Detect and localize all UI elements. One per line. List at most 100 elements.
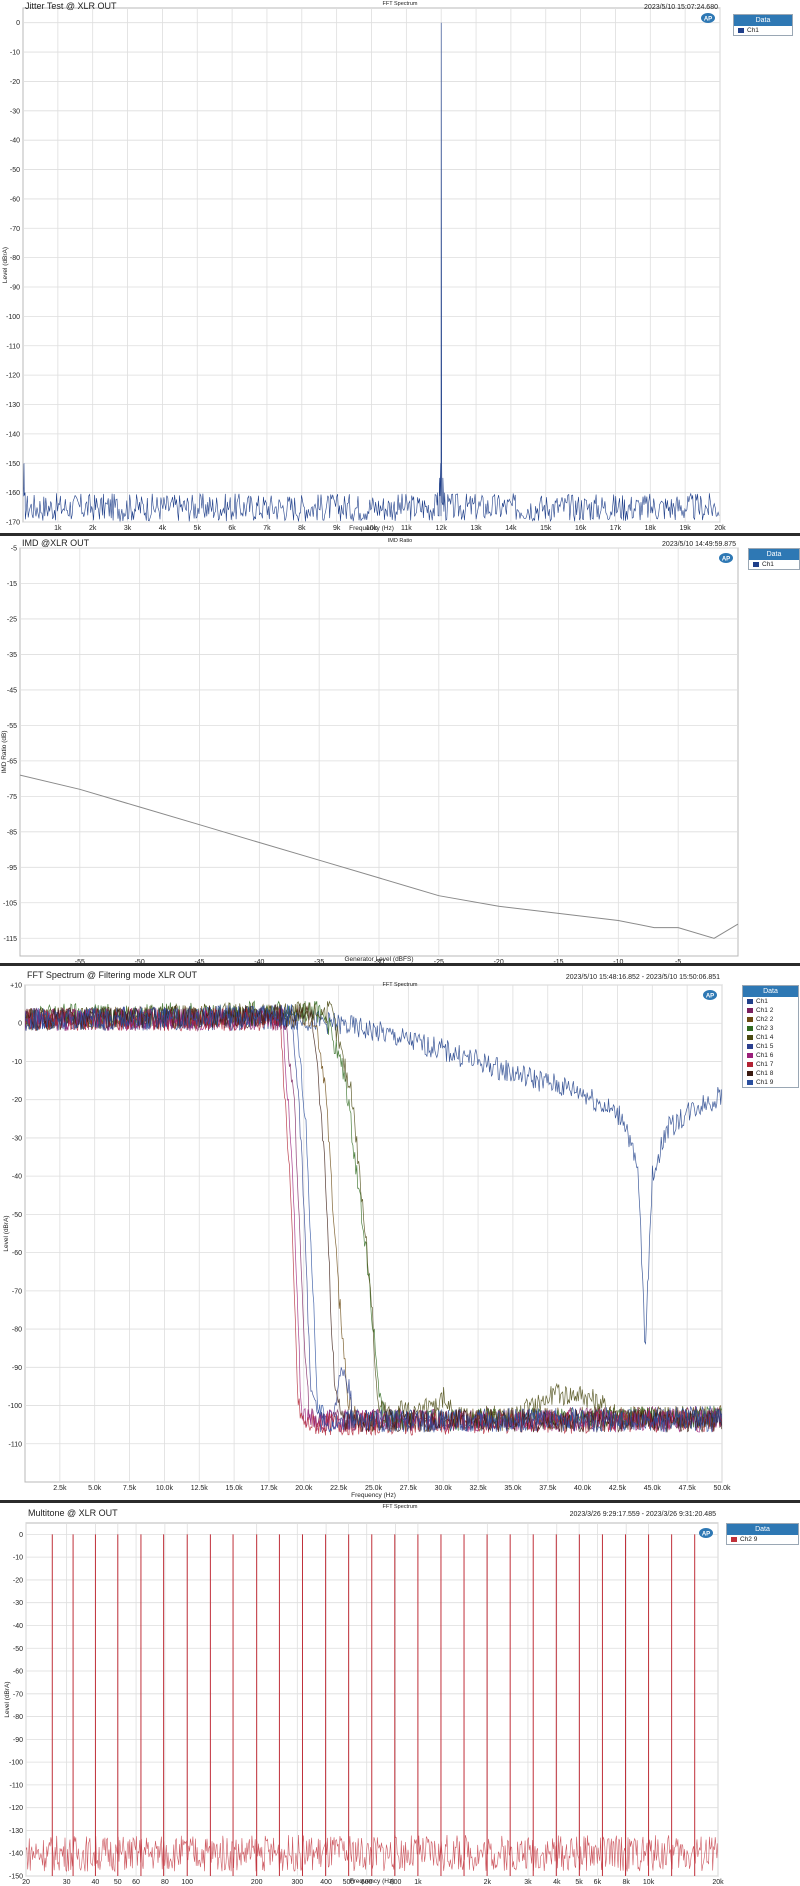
x-tick-label: 37.5k: [539, 1485, 557, 1492]
x-tick-label: 17k: [610, 525, 622, 532]
plot-series: [23, 22, 720, 522]
legend-swatch: [747, 1062, 753, 1067]
panel-separator: [0, 963, 800, 966]
x-tick-label: 50: [114, 1879, 122, 1886]
x-tick-label: -55: [75, 959, 85, 963]
legend-item[interactable]: Ch1 5: [743, 1042, 798, 1051]
y-tick-label: -100: [9, 1760, 23, 1767]
y-tick-label: -20: [13, 1577, 23, 1584]
chart-title: IMD @XLR OUT: [22, 538, 90, 548]
x-axis-label: Generator Level (dBFS): [344, 956, 413, 963]
chart-timestamp: 2023/5/10 15:48:16.852 - 2023/5/10 15:50…: [566, 974, 720, 981]
chart-subtitle: FFT Spectrum: [382, 1504, 417, 1510]
x-tick-label: -25: [434, 959, 444, 963]
y-tick-label: +10: [10, 983, 22, 990]
y-tick-label: -160: [6, 490, 20, 497]
x-tick-label: 500: [343, 1879, 355, 1886]
legend-label: Ch1: [756, 998, 768, 1005]
plot-series: [25, 1000, 722, 1437]
x-tick-label: 5.0k: [88, 1485, 102, 1492]
y-tick-label: -90: [12, 1365, 22, 1372]
x-tick-label: 32.5k: [469, 1485, 487, 1492]
y-tick-label: -60: [13, 1669, 23, 1676]
x-tick-label: 18k: [645, 525, 657, 532]
y-tick-label: -5: [11, 546, 17, 553]
legend-item[interactable]: Ch1 8: [743, 1069, 798, 1078]
y-tick-label: -90: [13, 1737, 23, 1744]
legend-label: Ch1: [747, 27, 759, 34]
y-tick-label: 0: [19, 1532, 23, 1539]
legend-item[interactable]: Ch1 7: [743, 1060, 798, 1069]
y-tick-label: -110: [10, 1782, 24, 1789]
legend-item[interactable]: Ch1 9: [743, 1078, 798, 1087]
x-tick-label: 14k: [505, 525, 517, 532]
x-tick-label: -10: [613, 959, 623, 963]
multitone-fft-chart: 20 30 40 50 60 80 100 200 300 400 500 600 800 1k 2k 3k 4…: [4, 1504, 724, 1886]
chart-timestamp: 2023/5/10 15:07:24.680: [644, 4, 718, 11]
x-tick-label: -40: [254, 959, 264, 963]
y-axis-label: IMD Ratio (dB): [1, 731, 8, 774]
legend-swatch: [747, 1017, 753, 1022]
chart-legend: Data Ch1 Ch1 2 Ch2 2 Ch2 3 Ch1 4 Ch1 5 C…: [742, 985, 799, 1088]
legend-title: Data: [734, 15, 792, 26]
x-tick-label: 11k: [401, 525, 412, 532]
legend-label: Ch1 4: [756, 1034, 774, 1041]
x-tick-label: 3k: [124, 525, 132, 532]
y-tick-label: -95: [7, 865, 17, 872]
legend-item[interactable]: Ch2 9: [727, 1535, 798, 1544]
x-tick-label: 8k: [298, 525, 306, 532]
y-tick-label: -75: [7, 794, 17, 801]
grid: [25, 984, 723, 1482]
x-tick-label: 30.0k: [435, 1485, 453, 1492]
x-tick-label: 20.0k: [295, 1485, 313, 1492]
x-tick-label: 5k: [575, 1879, 583, 1886]
y-tick-label: -15: [7, 581, 17, 588]
x-tick-label: -30: [374, 959, 384, 963]
y-tick-label: -65: [7, 758, 17, 765]
legend-item[interactable]: Ch1 6: [743, 1051, 798, 1060]
x-tick-label: -5: [675, 959, 681, 963]
plot-series: [20, 774, 738, 939]
legend-item[interactable]: Ch1: [743, 997, 798, 1006]
legend-item[interactable]: Ch1 4: [743, 1033, 798, 1042]
imd-chart-panel: -55 -50 -45 -40 -35 -30 -25 -20 -15 -10 -5 -5 -15 -25…: [0, 536, 800, 963]
chart-subtitle: FFT Spectrum: [382, 1, 417, 7]
x-tick-label: -35: [314, 959, 324, 963]
legend-label: Ch1 2: [756, 1007, 774, 1014]
legend-item[interactable]: Ch1 2: [743, 1006, 798, 1015]
x-tick-label: 200: [251, 1879, 263, 1886]
y-tick-label: -45: [7, 687, 17, 694]
x-tick-label: 7.5k: [123, 1485, 137, 1492]
legend-item[interactable]: Ch1: [749, 560, 799, 569]
y-tick-label: -20: [12, 1097, 22, 1104]
x-axis-label: Frequency (Hz): [350, 1878, 395, 1885]
legend-swatch: [753, 562, 759, 567]
legend-label: Ch1 5: [756, 1043, 774, 1050]
x-tick-label: 19k: [680, 525, 692, 532]
y-tick-label: -80: [12, 1327, 22, 1334]
x-tick-label: -50: [135, 959, 145, 963]
chart-title: Multitone @ XLR OUT: [28, 1508, 118, 1518]
legend-item[interactable]: Ch2 3: [743, 1024, 798, 1033]
chart-legend: Data Ch2 9: [726, 1523, 799, 1545]
legend-item[interactable]: Ch2 2: [743, 1015, 798, 1024]
x-tick-label: 13k: [470, 525, 482, 532]
y-tick-label: -40: [10, 138, 20, 145]
x-tick-label: 10k: [366, 525, 378, 532]
x-tick-label: 30: [63, 1879, 71, 1886]
chart-title: FFT Spectrum @ Filtering mode XLR OUT: [27, 970, 198, 980]
legend-swatch: [747, 1071, 753, 1076]
chart-timestamp: 2023/5/10 14:49:59.875: [662, 541, 736, 548]
legend-label: Ch2 3: [756, 1025, 774, 1032]
y-tick-label: -140: [9, 1851, 23, 1858]
legend-label: Ch1: [762, 561, 774, 568]
y-tick-label: -50: [10, 167, 20, 174]
y-tick-label: -170: [6, 520, 20, 527]
ap-logo: [703, 990, 717, 1000]
legend-swatch: [747, 1035, 753, 1040]
legend-item[interactable]: Ch1: [734, 26, 792, 35]
y-axis-label: Level (dBrA): [3, 1215, 10, 1251]
panel-separator: [0, 1500, 800, 1503]
x-tick-label: 10k: [643, 1879, 655, 1886]
x-tick-label: 45.0k: [644, 1485, 662, 1492]
